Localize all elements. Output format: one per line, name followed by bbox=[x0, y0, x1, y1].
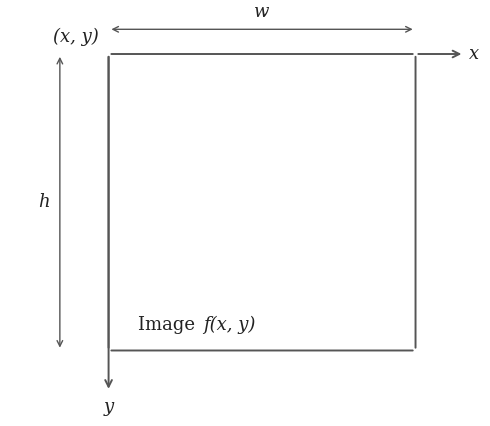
Text: x: x bbox=[469, 45, 479, 63]
Text: f(x, y): f(x, y) bbox=[203, 316, 256, 334]
Text: y: y bbox=[103, 398, 114, 416]
Text: h: h bbox=[39, 193, 50, 211]
Text: (x, y): (x, y) bbox=[53, 28, 99, 46]
Text: Image: Image bbox=[138, 316, 200, 334]
Text: w: w bbox=[254, 3, 270, 21]
